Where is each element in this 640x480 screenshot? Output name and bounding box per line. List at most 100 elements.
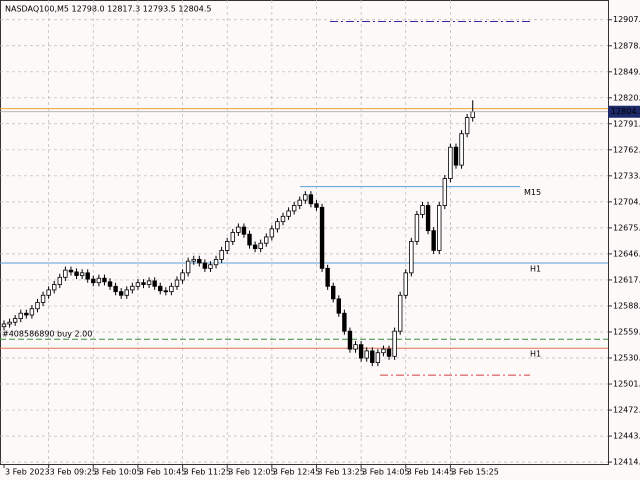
candle-body: [258, 242, 263, 250]
y-tick-label: 12501.1: [613, 380, 640, 389]
candle-body: [52, 284, 57, 291]
candle-body: [459, 133, 464, 166]
candle-body: [163, 290, 169, 293]
candle-body: [331, 285, 336, 300]
candle-body: [280, 215, 286, 223]
candle-body: [158, 285, 163, 292]
candle-body: [96, 277, 102, 284]
candle-body: [241, 226, 247, 235]
candle-body: [291, 205, 297, 212]
candle-body: [191, 258, 196, 262]
candle-body: [57, 276, 62, 285]
candle-body: [353, 344, 358, 350]
y-tick-label: 12646.1: [613, 249, 640, 258]
candle-body: [46, 289, 51, 296]
candle-body: [275, 221, 280, 230]
candle-body: [264, 236, 269, 244]
candle-body: [392, 330, 397, 357]
y-tick-label: 12530.1: [613, 354, 640, 363]
level-label: #408586890 buy 2.00: [2, 330, 92, 339]
x-tick-label: 3 Feb 12:05: [228, 468, 275, 477]
candle-body: [470, 111, 475, 118]
candle-body: [169, 285, 174, 293]
candle-body: [7, 321, 12, 325]
y-tick-label: 12849.0: [613, 67, 640, 76]
x-tick-label: 3 Feb 09:25: [50, 468, 97, 477]
y-tick-label: 12704.1: [613, 197, 640, 206]
y-tick-label: 12907.0: [613, 15, 640, 24]
candle-body: [342, 312, 347, 332]
candle-body: [364, 350, 369, 359]
x-tick-label: 3 Feb 10:45: [139, 468, 186, 477]
y-tick-label: 12878.0: [613, 41, 640, 50]
candle-body: [40, 294, 46, 303]
candle-body: [91, 278, 96, 284]
candle-body: [386, 348, 392, 357]
candle-body: [403, 272, 408, 296]
y-tick-label: 12617.1: [613, 275, 640, 284]
y-tick-label: 12675.1: [613, 223, 640, 232]
candle-body: [124, 289, 129, 296]
candle-body: [146, 280, 152, 285]
candle-body: [224, 241, 230, 251]
y-tick-label: 12733.1: [613, 171, 640, 180]
chart-title: NASDAQ100,M5 12798.0 12817.3 12793.5 128…: [5, 5, 212, 14]
candle-body: [68, 269, 74, 273]
candle-body: [1, 323, 7, 328]
candle-body: [420, 205, 425, 215]
candle-body: [252, 244, 258, 250]
level-label: H1: [530, 350, 541, 359]
candle-body: [213, 258, 219, 266]
plot-frame: [0, 0, 609, 465]
current-price: 12804.5: [611, 107, 640, 116]
x-tick-label: 3 Feb 14:05: [362, 468, 409, 477]
candle-body: [219, 249, 224, 260]
candle-body: [397, 294, 403, 332]
candle-body: [325, 267, 330, 287]
candle-body: [409, 241, 414, 274]
candle-body: [414, 214, 420, 242]
candle-body: [152, 280, 157, 287]
candle-body: [314, 203, 319, 208]
level-label: H1: [530, 264, 541, 273]
candle-body: [12, 318, 18, 323]
candle-body: [74, 271, 79, 276]
candle-body: [18, 312, 23, 320]
candle-body: [197, 258, 202, 264]
candle-body: [113, 285, 118, 293]
candle-body: [431, 230, 436, 251]
candle-body: [79, 272, 85, 276]
y-tick-label: 12443.1: [613, 432, 640, 441]
candle-body: [102, 277, 107, 283]
y-tick-label: 12414.1: [613, 458, 640, 467]
candle-body: [347, 330, 353, 350]
y-tick-label: 12588.1: [613, 301, 640, 310]
y-tick-label: 12762.1: [613, 145, 640, 154]
x-tick-label: 3 Feb 14:45: [407, 468, 454, 477]
candle-body: [85, 272, 90, 280]
level-label: M15: [524, 188, 541, 197]
candle-body: [453, 146, 459, 166]
price-box: [608, 105, 640, 118]
candle-body: [437, 205, 442, 251]
candle-body: [448, 146, 453, 179]
x-tick-label: 3 Feb 15:25: [451, 468, 498, 477]
x-tick-label: 3 Feb 12:45: [273, 468, 320, 477]
y-tick-label: 12791.1: [613, 119, 640, 128]
candle-body: [308, 194, 314, 205]
candle-body: [63, 269, 68, 278]
x-tick-label: 3 Feb 11:25: [184, 468, 231, 477]
candle-body: [202, 262, 208, 269]
candle-body: [141, 282, 146, 285]
candle-body: [297, 199, 302, 206]
candle-body: [269, 228, 275, 238]
candle-body: [336, 298, 341, 314]
x-tick-label: 3 Feb 13:25: [317, 468, 364, 477]
candle-body: [135, 282, 141, 287]
candle-body: [29, 308, 35, 316]
candle-body: [180, 272, 185, 281]
candle-body: [236, 226, 241, 233]
candle-body: [319, 206, 325, 269]
candle-body: [442, 178, 448, 206]
